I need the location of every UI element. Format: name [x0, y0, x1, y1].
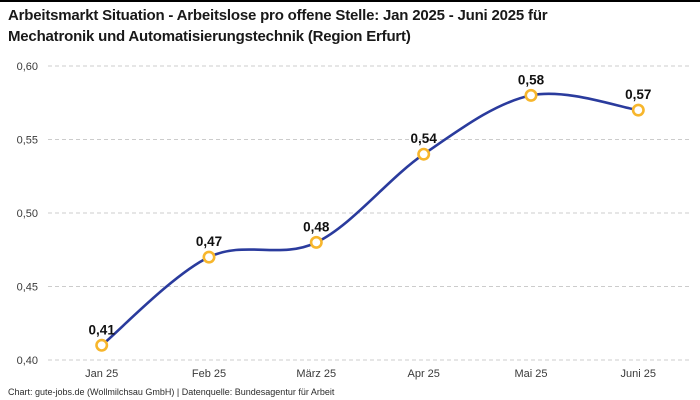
y-tick-label: 0,40	[17, 355, 38, 367]
y-tick-label: 0,55	[17, 135, 38, 147]
data-point-label: 0,54	[411, 131, 438, 146]
y-tick-label: 0,45	[17, 282, 38, 294]
x-tick-label: Apr 25	[407, 368, 439, 380]
chart-source-footer: Chart: gute-jobs.de (Wollmilchsau GmbH) …	[8, 387, 335, 397]
data-line	[100, 92, 640, 347]
chart-title: Arbeitsmarkt Situation - Arbeitslose pro…	[8, 5, 694, 47]
data-point-label: 0,58	[518, 72, 545, 87]
chart-title-line1: Arbeitsmarkt Situation - Arbeitslose pro…	[8, 7, 548, 24]
x-tick-label: Jan 25	[85, 368, 118, 380]
data-point-marker	[524, 88, 538, 102]
data-point-label: 0,47	[196, 234, 222, 249]
data-point-marker	[95, 338, 109, 352]
data-point-marker	[202, 250, 216, 264]
data-point-marker	[631, 103, 645, 117]
data-point-marker	[309, 235, 323, 249]
data-point-marker	[417, 147, 431, 161]
top-border	[0, 0, 700, 2]
x-tick-label: März 25	[296, 368, 336, 380]
data-point-label: 0,48	[303, 219, 330, 234]
x-tick-label: Feb 25	[192, 368, 226, 380]
y-tick-label: 0,60	[17, 61, 38, 73]
data-point-label: 0,57	[625, 87, 651, 102]
chart-title-line2: Mechatronik und Automatisierungstechnik …	[8, 28, 411, 45]
x-tick-label: Mai 25	[514, 368, 547, 380]
y-tick-label: 0,50	[17, 208, 38, 220]
x-tick-label: Juni 25	[621, 368, 656, 380]
data-point-label: 0,41	[89, 322, 116, 337]
